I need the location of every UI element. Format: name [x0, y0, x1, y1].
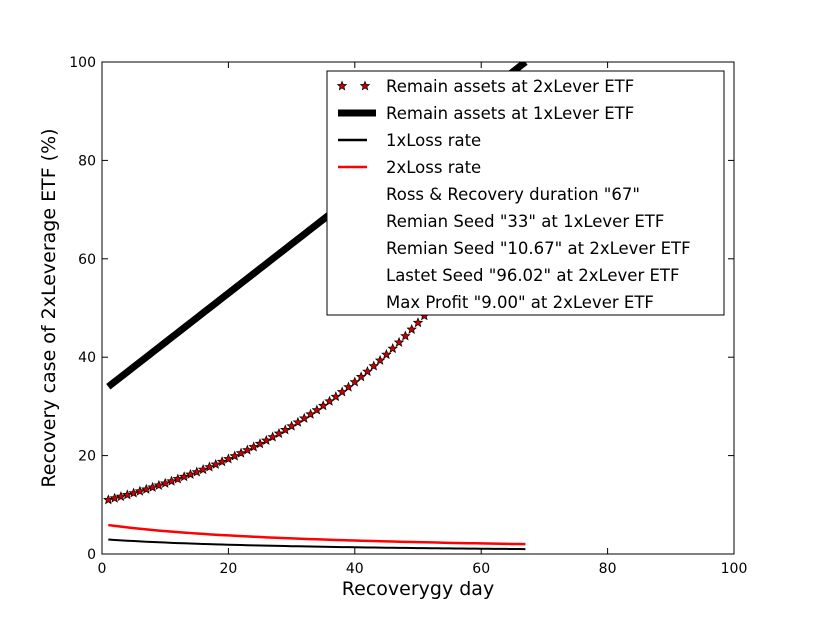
series-2x-remain-assets-point	[128, 487, 139, 498]
series-2x-remain-assets-point	[311, 404, 323, 415]
series-2x-remain-assets-point	[248, 441, 259, 452]
y-tick-label: 0	[87, 547, 96, 563]
legend-entry-label: Remian Seed "33" at 1xLever ETF	[386, 212, 664, 231]
legend-marker-2x-remain-assets	[359, 80, 371, 91]
series-2x-remain-assets-point	[330, 391, 342, 402]
series-2x-remain-assets-point	[406, 323, 417, 334]
series-2x-remain-assets-point	[166, 475, 177, 486]
series-2x-remain-assets-point	[172, 473, 184, 484]
series-2x-remain-assets-point	[267, 431, 278, 442]
series-2x-remain-assets-point	[387, 343, 398, 354]
series-2x-remain-assets-point	[261, 434, 272, 445]
series-2x-remain-assets-point	[280, 424, 291, 435]
series-2x-remain-assets-point	[336, 386, 348, 397]
series-2x-remain-assets-point	[317, 400, 329, 411]
y-tick-label: 20	[78, 449, 96, 465]
series-2x-remain-assets-point	[305, 408, 316, 419]
series-2x-remain-assets-point	[216, 456, 228, 467]
series-2x-loss-rate-line	[108, 523, 526, 546]
legend-entry-label: Lastet Seed "96.02" at 2xLever ETF	[386, 266, 679, 285]
series-2x-remain-assets-point	[147, 481, 158, 492]
series-2x-remain-assets-point	[298, 412, 310, 423]
legend-box	[326, 70, 725, 316]
series-2x-remain-assets-point	[197, 464, 209, 475]
y-tick-label: 100	[69, 55, 96, 71]
plot-frame	[101, 61, 735, 555]
legend-entry-label: Ross & Recovery duration "67"	[386, 185, 640, 204]
x-axis-label: Recoverygy day	[342, 578, 494, 600]
y-tick-label: 80	[78, 153, 96, 169]
series-2x-remain-assets-point	[286, 420, 297, 431]
x-tick-label: 20	[219, 561, 237, 577]
legend-entry-label: Remain assets at 1xLever ETF	[386, 104, 634, 123]
series-1x-loss-rate-line	[108, 538, 526, 551]
series-2x-remain-assets-point	[242, 444, 253, 455]
y-axis-label: Recovery case of 2xLeverage ETF (%)	[38, 128, 60, 487]
series-2x-remain-assets-point	[292, 416, 304, 427]
series-2x-remain-assets-point	[412, 317, 424, 328]
series-2x-remain-assets-point	[223, 453, 234, 464]
x-tick-label: 60	[472, 561, 490, 577]
series-2x-remain-assets-point	[122, 489, 133, 500]
series-2x-remain-assets-point	[159, 477, 171, 488]
x-tick-label: 100	[721, 561, 748, 577]
series-2x-remain-assets-point	[254, 438, 266, 449]
series-2x-remain-assets-point	[204, 461, 215, 472]
y-tick-label: 40	[78, 350, 96, 366]
series-2x-remain-assets-point	[381, 349, 392, 360]
series-2x-remain-assets-point	[324, 395, 335, 406]
series-2x-remain-assets-point	[178, 471, 190, 482]
y-tick-label: 60	[78, 252, 96, 268]
x-tick-label: 80	[599, 561, 617, 577]
series-2x-remain-assets-point	[153, 479, 165, 490]
series-2x-remain-assets-point	[185, 468, 196, 479]
legend-entry-label: 2xLoss rate	[386, 158, 481, 177]
series-2x-remain-assets-point	[273, 427, 285, 439]
x-tick-label: 0	[98, 561, 107, 577]
series-2x-remain-assets-point	[393, 336, 405, 347]
series-2x-remain-assets-point	[400, 330, 411, 341]
series-2x-remain-assets-point	[210, 458, 222, 469]
series-2x-remain-assets-point	[235, 447, 247, 458]
legend-entry-label: 1xLoss rate	[386, 131, 481, 150]
series-2x-remain-assets-point	[229, 450, 240, 461]
legend-marker-2x-remain-assets	[336, 80, 348, 91]
legend: Remain assets at 2xLever ETF Remain asset…	[326, 70, 725, 316]
legend-entry-label: Max Profit "9.00" at 2xLever ETF	[386, 293, 654, 312]
series-2x-remain-assets-point	[134, 485, 146, 496]
legend-entry-label: Remain assets at 2xLever ETF	[386, 77, 634, 96]
series-2x-remain-assets-point	[191, 466, 203, 477]
x-tick-label: 40	[346, 561, 364, 577]
series-2x-remain-assets-point	[109, 492, 120, 503]
series-2x-remain-assets-point	[140, 483, 152, 494]
series-2x-remain-assets-point	[115, 491, 127, 502]
legend-entry-label: Remian Seed "10.67" at 2xLever ETF	[386, 239, 691, 258]
